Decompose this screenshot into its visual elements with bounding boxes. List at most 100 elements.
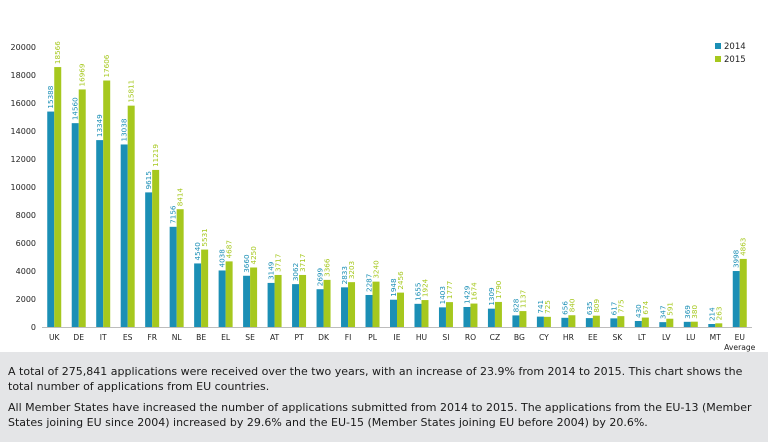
y-tick-label: 2000 xyxy=(16,295,36,304)
bar-2015-si xyxy=(445,302,453,327)
category-label: MT xyxy=(710,333,722,342)
category-label: EL xyxy=(221,333,231,342)
data-label: 15811 xyxy=(127,80,136,103)
bar-2015-sk xyxy=(617,316,625,327)
data-label: 3366 xyxy=(323,258,332,277)
bar-2014-se xyxy=(243,275,251,327)
data-label: 4038 xyxy=(218,249,227,268)
data-label: 674 xyxy=(641,300,650,314)
bar-2015-uk xyxy=(54,67,62,328)
bar-2014-it xyxy=(96,140,104,327)
bar-2015-ee xyxy=(592,315,600,327)
bar-2015-fi xyxy=(348,282,356,327)
y-tick-label: 6000 xyxy=(16,239,36,248)
category-label: LT xyxy=(638,333,646,342)
bar-2015-pl xyxy=(372,281,380,327)
data-label: 369 xyxy=(683,305,692,319)
legend-swatch-2014 xyxy=(715,43,721,49)
category-label: UK xyxy=(49,333,61,342)
data-label: 3149 xyxy=(267,261,276,280)
data-label: 809 xyxy=(592,299,601,313)
bar-2015-fr xyxy=(152,169,160,327)
bar-2014-nl xyxy=(169,226,177,327)
chart-caption: A total of 275,841 applications were rec… xyxy=(0,352,768,442)
y-tick-label: 14000 xyxy=(11,127,36,136)
category-label: HU xyxy=(416,333,427,342)
bar-2014-hr xyxy=(561,317,569,327)
data-label: 11219 xyxy=(151,144,160,167)
bar-2014-el xyxy=(218,270,226,327)
category-label: FR xyxy=(147,333,157,342)
data-label: 16969 xyxy=(78,63,87,86)
data-label: 3717 xyxy=(274,254,283,272)
data-label: 18566 xyxy=(53,41,62,64)
bar-2014-ee xyxy=(585,318,593,327)
bar-2014-dk xyxy=(316,289,324,327)
bar-2015-it xyxy=(103,80,111,328)
y-tick-label: 12000 xyxy=(11,155,36,164)
data-label: 828 xyxy=(511,298,520,312)
data-label: 4687 xyxy=(225,240,234,258)
bar-2014-si xyxy=(438,307,446,327)
y-tick-label: 20000 xyxy=(11,43,36,52)
category-label: RO xyxy=(465,333,476,342)
data-label: 3998 xyxy=(732,249,741,268)
data-label: 347 xyxy=(658,305,667,319)
bar-2015-el xyxy=(225,261,233,327)
bar-2015-bg xyxy=(519,311,527,327)
data-label: 13349 xyxy=(95,114,104,137)
data-label: 591 xyxy=(665,302,674,316)
bar-2015-ie xyxy=(397,292,404,327)
bar-2015-at xyxy=(274,274,282,327)
category-label: BE xyxy=(196,333,206,342)
category-label: DK xyxy=(318,333,330,342)
bar-2015-hu xyxy=(421,300,429,327)
bar-2015-be xyxy=(201,249,209,327)
category-label: EU xyxy=(735,333,745,342)
y-tick-label: 8000 xyxy=(16,211,36,220)
data-label: 2456 xyxy=(396,271,405,290)
data-label: 3203 xyxy=(347,261,356,279)
data-label: 1924 xyxy=(420,278,429,297)
bar-2014-lt xyxy=(634,320,642,327)
y-tick-label: 0 xyxy=(31,323,36,332)
category-label: DE xyxy=(73,333,84,342)
category-label: EE xyxy=(588,333,598,342)
data-label: 3240 xyxy=(372,260,381,279)
bar-2014-de xyxy=(71,123,79,327)
data-label: 17606 xyxy=(102,54,111,77)
data-label: 741 xyxy=(536,300,545,314)
bar-2015-lu xyxy=(690,321,698,327)
category-label: BG xyxy=(514,333,525,342)
category-label: ES xyxy=(123,333,133,342)
data-label: 617 xyxy=(609,302,618,316)
bar-2014-cz xyxy=(487,308,495,327)
data-label: 1429 xyxy=(462,285,471,304)
bar-2014-lu xyxy=(683,321,691,327)
bar-2014-cy xyxy=(536,316,544,327)
bar-2014-lv xyxy=(659,322,667,327)
data-label: 775 xyxy=(616,299,625,313)
category-label: FI xyxy=(345,333,352,342)
data-label: 3660 xyxy=(242,254,251,273)
y-tick-label: 18000 xyxy=(11,71,36,80)
caption-paragraph-2: All Member States have increased the num… xyxy=(8,401,752,429)
data-label: 3717 xyxy=(298,254,307,272)
data-label: 263 xyxy=(714,307,723,321)
bar-2015-eu-average xyxy=(739,258,747,327)
bar-2014-sk xyxy=(610,318,618,327)
chart-canvas: 0 2000 4000 6000 8000 10000 12000 14000 16000 180… xyxy=(11,41,756,352)
category-label: CZ xyxy=(490,333,501,342)
bar-2015-de xyxy=(78,89,86,328)
bar-2014-pl xyxy=(365,294,373,327)
data-label: 4863 xyxy=(739,238,748,256)
bar-2015-se xyxy=(250,267,258,327)
data-label: 15388 xyxy=(46,85,55,108)
data-label: 1137 xyxy=(518,290,527,308)
bar-2014-es xyxy=(120,144,128,327)
category-label: IT xyxy=(100,333,107,342)
data-label: 4250 xyxy=(249,246,258,265)
data-label: 656 xyxy=(560,301,569,315)
bar-2015-cy xyxy=(543,316,551,327)
data-label: 14560 xyxy=(71,97,80,120)
